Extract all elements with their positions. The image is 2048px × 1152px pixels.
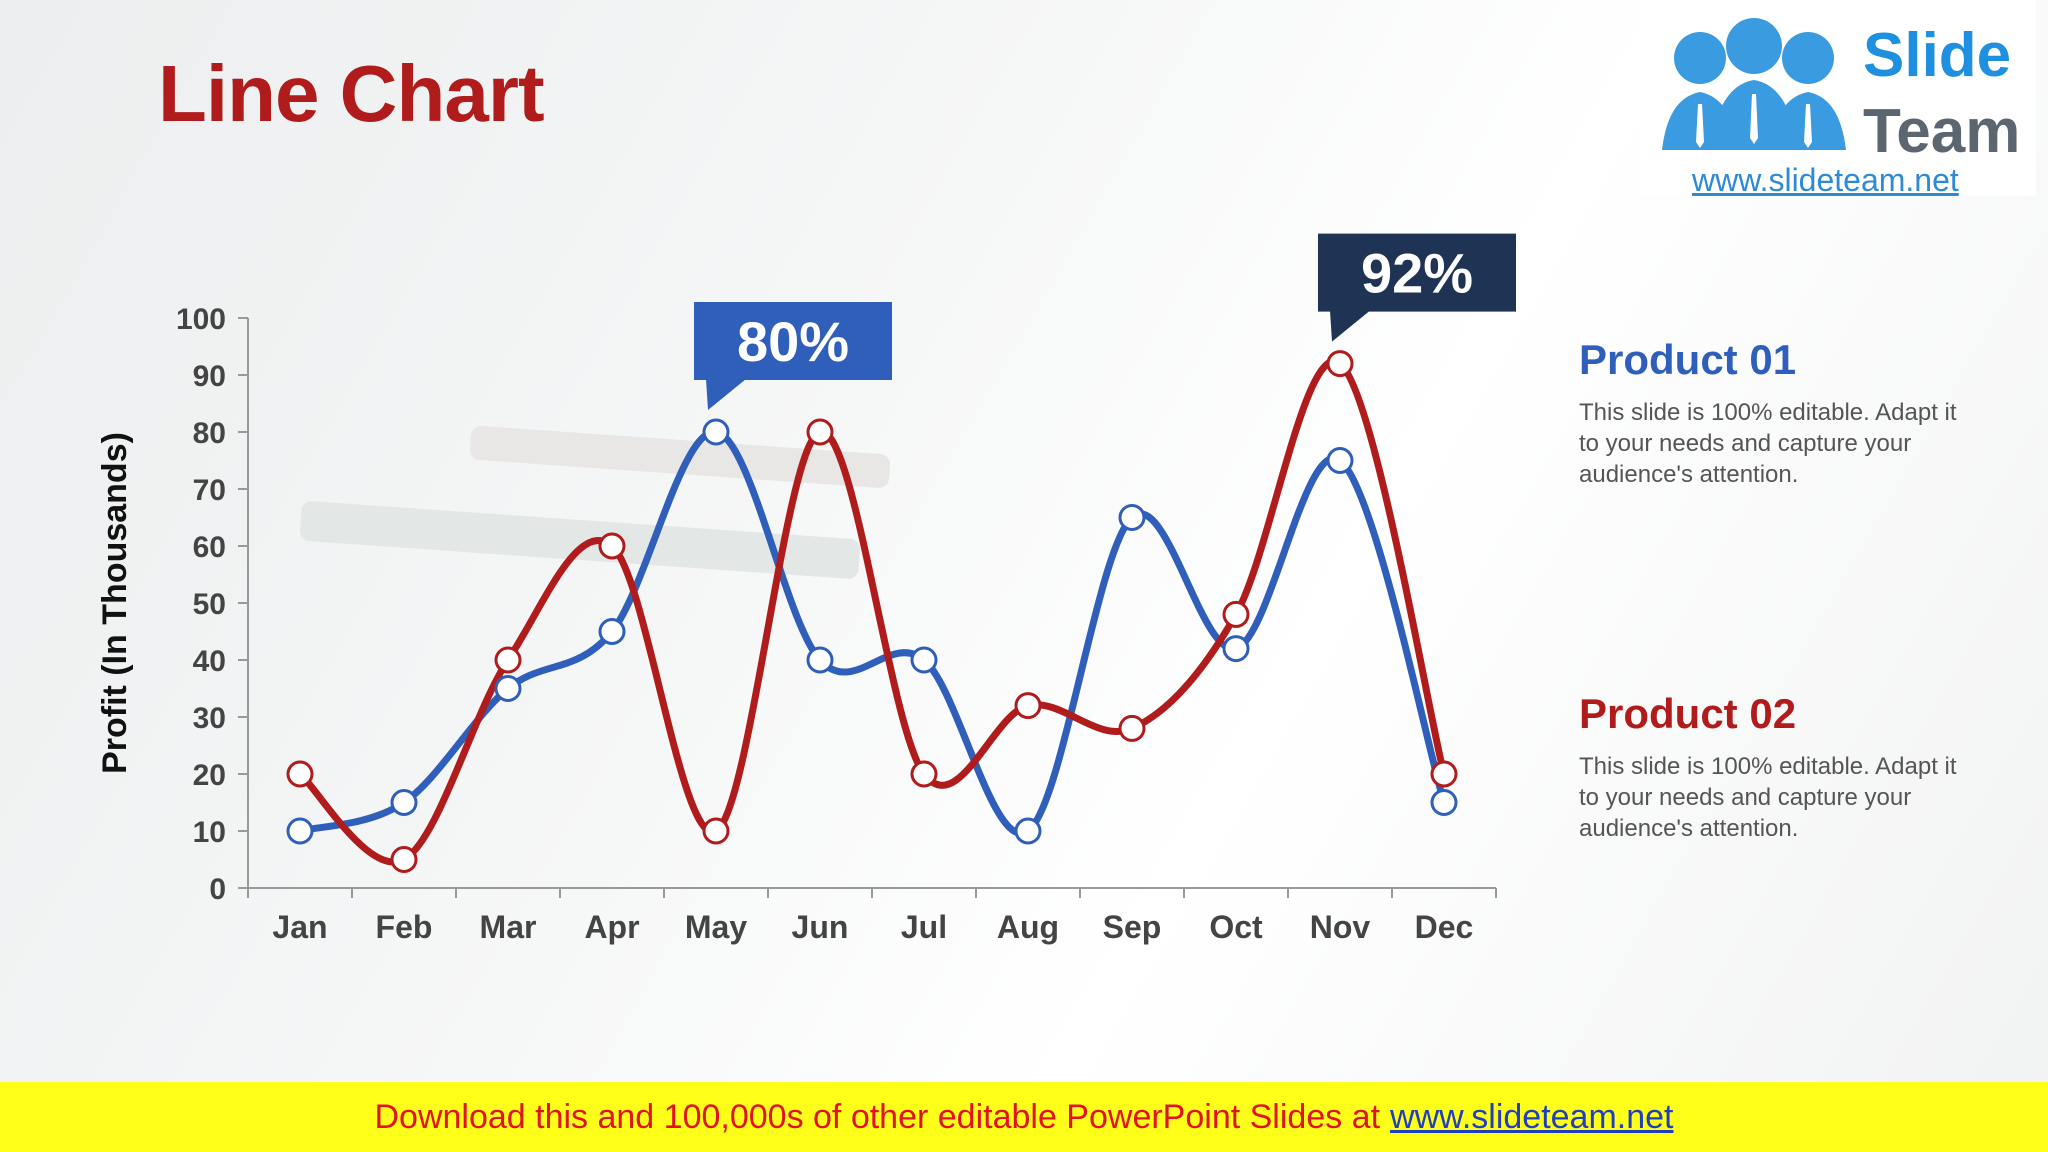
x-tick-label: Jul: [901, 909, 947, 945]
legend-description-product-01: This slide is 100% editable. Adapt it to…: [1579, 399, 1957, 488]
data-point-series-1: [286, 817, 314, 845]
logo-text-slide: Slide: [1863, 21, 2012, 90]
data-point-series-2: [1014, 692, 1042, 720]
x-tick-label: May: [685, 909, 747, 945]
line-chart: 0 10 20 30 40 50 60 70 80 90 100 Jan Feb Mar Apr May Jun…: [96, 233, 1516, 945]
data-point-series-2: [1222, 600, 1250, 628]
callout-box: [1318, 233, 1516, 312]
slideteam-logo: Slide Team www.slideteam.net: [1640, 0, 2036, 198]
data-point-series-1: [806, 646, 834, 674]
callout-pointer: [1330, 310, 1370, 342]
y-tick-label: 60: [193, 531, 226, 564]
data-point-series-1: [1118, 504, 1146, 531]
x-tick-label: Dec: [1415, 909, 1474, 945]
data-point-series-2: [806, 418, 834, 446]
data-point-series-1: [702, 418, 730, 446]
data-point-series-1: [598, 618, 626, 645]
y-tick-label: 100: [176, 303, 226, 336]
x-tick-label: Nov: [1310, 909, 1371, 945]
legend-title-product-01: Product 01: [1579, 336, 1797, 383]
chart-axes: 0 10 20 30 40 50 60 70 80 90 100 Jan Feb Mar Apr May Jun…: [96, 303, 1497, 945]
y-tick-label: 70: [193, 474, 226, 507]
logo-text-team: Team: [1863, 97, 2021, 166]
data-point-series-1: [1326, 447, 1354, 474]
y-tick-label: 90: [193, 360, 226, 393]
data-point-series-1: [390, 789, 418, 816]
logo-url-link[interactable]: www.slideteam.net: [1692, 162, 1959, 198]
download-footer-banner: Download this and 100,000s of other edit…: [0, 1082, 2048, 1152]
legend-description-product-02: This slide is 100% editable. Adapt it to…: [1579, 753, 1957, 842]
x-tick-label: Mar: [480, 909, 537, 945]
footer-link[interactable]: www.slideteam.net: [1390, 1097, 1674, 1136]
data-point-series-2: [1326, 350, 1354, 378]
data-point-series-2: [286, 760, 314, 788]
legend-title-product-02: Product 02: [1579, 690, 1797, 737]
footer-text: Download this and 100,000s of other edit…: [374, 1097, 1381, 1136]
people-icon: [1662, 18, 1846, 150]
data-point-series-2: [702, 817, 730, 845]
data-point-series-1: [910, 646, 938, 674]
series-line-2: [296, 357, 1448, 866]
data-point-series-1: [1430, 789, 1458, 816]
data-point-series-2: [390, 846, 418, 873]
x-tick-label: Feb: [376, 909, 433, 945]
callout-pointer: [706, 379, 746, 410]
series-line-1: [296, 428, 1448, 837]
callout-box: [694, 302, 892, 380]
y-tick-label: 20: [193, 759, 226, 792]
y-tick-label: 10: [193, 816, 226, 849]
x-tick-label: Apr: [584, 909, 639, 945]
data-point-series-2: [494, 646, 522, 674]
callout-label: 80%: [737, 310, 849, 373]
y-tick-label: 0: [209, 873, 226, 906]
data-point-series-1: [494, 675, 522, 702]
y-tick-label: 80: [193, 417, 226, 450]
data-point-series-1: [1014, 817, 1042, 845]
chart-lines: [296, 357, 1448, 866]
x-tick-label: Sep: [1103, 909, 1162, 945]
data-point-series-2: [1118, 714, 1146, 742]
data-point-series-2: [598, 532, 626, 560]
y-tick-label: 50: [193, 588, 226, 621]
data-point-series-1: [1222, 635, 1250, 663]
chart-callouts: 80% 92%: [694, 233, 1516, 410]
slide-title: Line Chart: [158, 49, 545, 138]
x-tick-label: Jan: [272, 909, 327, 945]
x-tick-label: Aug: [997, 909, 1059, 945]
y-tick-label: 30: [193, 702, 226, 735]
data-point-series-2: [1430, 760, 1458, 788]
x-tick-label: Jun: [792, 909, 849, 945]
x-tick-label: Oct: [1209, 909, 1263, 945]
y-axis-label: Profit (In Thousands): [96, 432, 134, 774]
data-point-series-2: [910, 760, 938, 788]
callout-label: 92%: [1361, 242, 1473, 305]
y-tick-label: 40: [193, 645, 226, 678]
chart-markers: [286, 350, 1458, 873]
